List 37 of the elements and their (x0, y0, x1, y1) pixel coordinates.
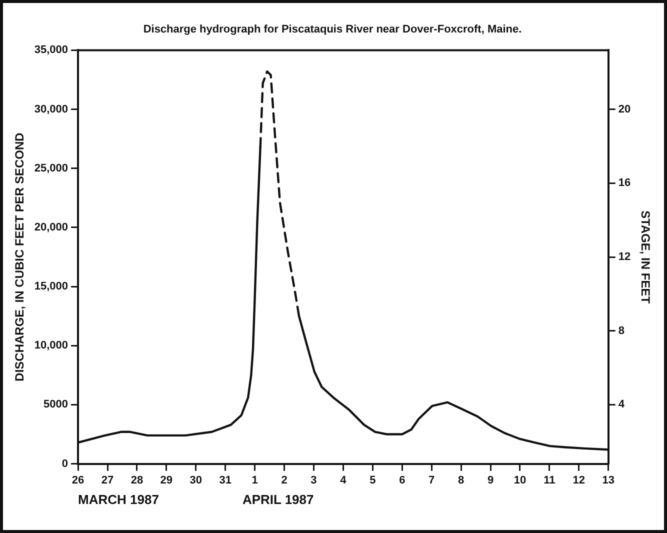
x-tick-label: 12 (572, 474, 586, 486)
x-tick-label: 9 (487, 474, 494, 486)
x-tick-label: 8 (458, 474, 464, 486)
x-tick-label: 31 (219, 474, 232, 486)
y-tick-label: 5000 (44, 398, 68, 411)
x-tick-label: 7 (428, 474, 435, 486)
y-axis-title: DISCHARGE, IN CUBIC FEET PER SECOND (12, 132, 27, 382)
x-tick-label: 28 (130, 474, 144, 486)
y2-axis-title: STAGE, IN FEET (638, 210, 652, 304)
x-tick-label: 27 (101, 474, 114, 486)
x-tick-label: 2 (281, 474, 288, 486)
x-tick-label: 4 (340, 474, 348, 486)
x-tick-label: 3 (310, 474, 317, 486)
x-tick-label: 1 (252, 474, 258, 486)
y-tick-label: 0 (62, 458, 68, 470)
x-tick-label: 29 (160, 474, 173, 486)
x-tick-label: 11 (544, 474, 556, 486)
x-tick-label: 13 (602, 474, 614, 486)
x-tick-label: 30 (190, 474, 202, 486)
chart-title: Discharge hydrograph for Piscataquis River near Dover-Foxcroft, Maine. (143, 24, 522, 36)
y-tick-label: 25,000 (34, 162, 68, 174)
text: APRIL 1987 (242, 492, 314, 507)
y2-tick-label: 16 (618, 177, 631, 190)
y2-tick-label: 4 (618, 398, 626, 411)
x-tick-label: 10 (514, 474, 526, 486)
y2-tick-label: 20 (618, 103, 631, 116)
text: MARCH 1987 (78, 492, 159, 507)
y-tick-label: 30,000 (34, 103, 68, 116)
x-tick-label: 5 (370, 474, 376, 486)
y2-tick-label: 12 (618, 251, 631, 264)
y-tick-label: 15,000 (34, 280, 68, 293)
x-tick-label: 6 (399, 474, 406, 486)
y-tick-label: 35,000 (34, 44, 68, 56)
y2-tick-label: 8 (618, 324, 624, 337)
y-tick-label: 20,000 (34, 221, 68, 234)
x-tick-label: 26 (72, 474, 84, 486)
y-tick-label: 10,000 (34, 340, 68, 352)
